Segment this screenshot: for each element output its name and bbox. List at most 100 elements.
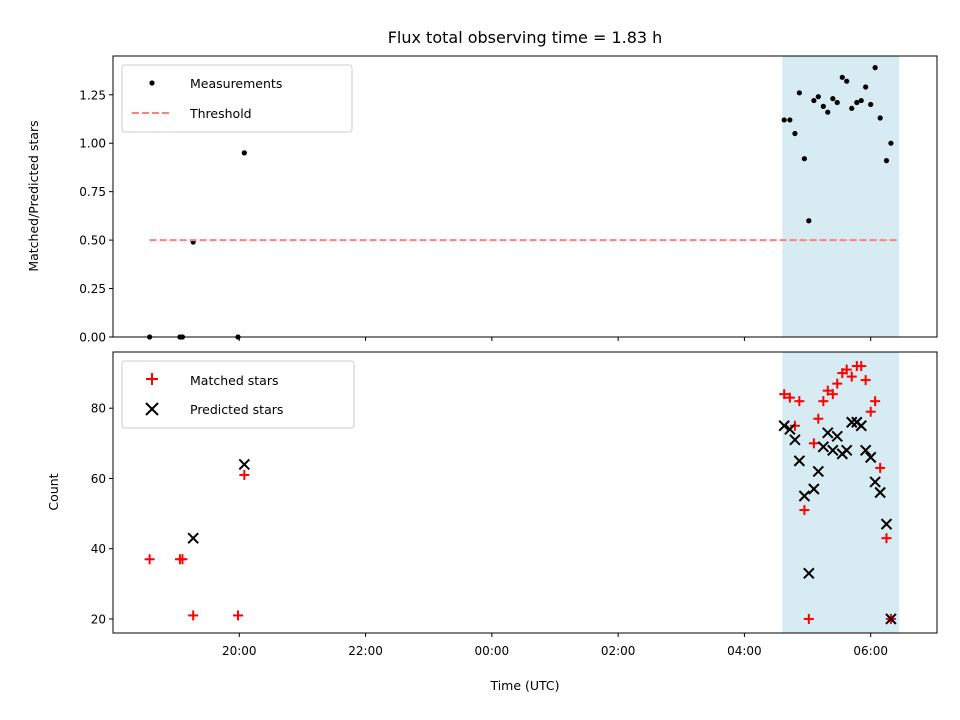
- matched-star-point: [865, 406, 876, 417]
- predicted-star-point: [784, 423, 796, 435]
- matched-star-point: [881, 533, 892, 544]
- top-panel: 0.00 0.25 0.50 0.75 1.00 1.25: [79, 55, 938, 345]
- legend-predicted-label: Predicted stars: [190, 402, 283, 417]
- matched-star-point: [856, 361, 867, 372]
- figure-title: Flux total observing time = 1.83 h: [388, 28, 663, 47]
- measurement-point: [811, 97, 817, 104]
- bottom-panel: 20 40 60 80 20:00 22:00 00:00 02:00 04:00 06:00: [91, 351, 938, 658]
- predicted-star-point: [859, 444, 872, 457]
- legend-matched-plus: [146, 373, 158, 385]
- measurement-point: [863, 84, 869, 90]
- legend-threshold-label: Threshold: [189, 106, 252, 121]
- bottom-ytick-label: 40: [91, 542, 106, 556]
- predicted-star-stroke-b: [874, 486, 886, 499]
- measurement-point: [241, 150, 247, 156]
- measurement-point: [815, 94, 821, 100]
- measurement-point: [858, 97, 864, 104]
- matched-star-point: [789, 420, 800, 431]
- predicted-star-point: [880, 518, 893, 530]
- matched-star-point: [808, 438, 819, 449]
- predicted-star-point: [822, 427, 834, 439]
- predicted-star-stroke-b: [885, 613, 897, 625]
- matched-star-point: [799, 505, 810, 516]
- matched-star-point: [832, 378, 843, 389]
- bottom-axes-frame: [112, 351, 938, 634]
- predicted-star-point: [238, 458, 251, 471]
- predicted-star-point: [778, 420, 790, 432]
- bottom-x-axis-label: Time (UTC): [489, 678, 559, 693]
- predicted-star-stroke-b: [784, 423, 796, 435]
- predicted-star-point: [793, 455, 806, 467]
- measurement-point: [883, 158, 890, 164]
- predicted-star-stroke-b: [827, 444, 839, 457]
- top-ytick-label: 0.25: [79, 282, 106, 296]
- measurement-point: [872, 65, 878, 71]
- matched-star-point: [818, 396, 829, 407]
- predicted-star-stroke-b: [808, 483, 820, 495]
- predicted-star-point: [817, 441, 830, 453]
- measurement-point: [834, 99, 840, 106]
- predicted-star-stroke-b: [864, 451, 877, 464]
- legend-matched-label: Matched stars: [190, 373, 278, 388]
- top-ytick-label: 0.00: [79, 331, 106, 345]
- measurement-point: [888, 140, 894, 146]
- matched-star-point: [827, 389, 838, 400]
- predicted-star-point: [864, 451, 877, 464]
- matched-star-point: [841, 364, 852, 375]
- predicted-star-stroke-b: [812, 465, 825, 478]
- top-ytick-label: 0.75: [79, 185, 106, 199]
- predicted-star-point: [808, 483, 820, 495]
- top-shaded-region: [782, 56, 900, 337]
- matched-star-point: [846, 371, 857, 382]
- measurement-point: [868, 101, 874, 108]
- measurement-point: [877, 115, 883, 121]
- predicted-star-point: [803, 567, 815, 579]
- predicted-star-stroke-b: [846, 416, 858, 428]
- measurement-point: [781, 117, 787, 123]
- matched-star-point: [188, 610, 199, 621]
- predicted-star-point: [187, 532, 199, 544]
- predicted-star-stroke-b: [798, 490, 811, 502]
- measurement-point: [796, 90, 802, 96]
- predicted-star-stroke-b: [831, 430, 843, 443]
- predicted-star-stroke-b: [859, 444, 872, 457]
- predicted-star-point: [812, 465, 825, 478]
- top-y-axis-label: Matched/Predicted stars: [26, 120, 41, 271]
- predicted-star-point: [846, 416, 858, 428]
- matched-star-point: [813, 413, 824, 424]
- bottom-ytick-label: 60: [91, 472, 106, 486]
- measurement-point: [825, 109, 831, 115]
- predicted-star-stroke-b: [869, 476, 881, 488]
- measurement-point: [806, 218, 812, 224]
- predicted-star-stroke-b: [822, 427, 834, 439]
- predicted-star-stroke-b: [187, 532, 199, 544]
- bottom-ytick-label: 20: [91, 612, 106, 626]
- measurement-point: [854, 99, 860, 106]
- predicted-star-point: [798, 490, 811, 502]
- measurement-point: [849, 105, 855, 111]
- predicted-star-stroke-b: [880, 518, 893, 530]
- matched-star-point: [875, 462, 886, 473]
- bottom-legend-frame: [121, 360, 355, 429]
- predicted-star-stroke-b: [841, 444, 853, 457]
- bottom-xtick-label: 06:00: [853, 644, 888, 658]
- top-legend: Measurements Threshold: [121, 64, 353, 133]
- measurement-point: [787, 117, 793, 123]
- predicted-star-point: [789, 434, 801, 446]
- bottom-y-axis-label: Count: [46, 473, 61, 510]
- legend-predicted-x: [145, 402, 159, 416]
- top-axes-frame: [112, 55, 938, 338]
- bottom-xtick-label: 04:00: [727, 644, 762, 658]
- matched-star-point: [144, 554, 155, 565]
- measurement-point: [839, 74, 845, 80]
- predicted-star-point: [869, 476, 881, 488]
- measurement-point: [844, 78, 850, 84]
- predicted-star-point: [831, 430, 843, 443]
- matched-star-point: [239, 469, 250, 480]
- top-ytick-label: 1.00: [79, 137, 106, 151]
- legend-measurements-dot: [149, 80, 155, 86]
- predicted-star-stroke-b: [778, 420, 790, 432]
- predicted-star-stroke-b: [238, 458, 251, 471]
- predicted-star-point: [874, 486, 886, 499]
